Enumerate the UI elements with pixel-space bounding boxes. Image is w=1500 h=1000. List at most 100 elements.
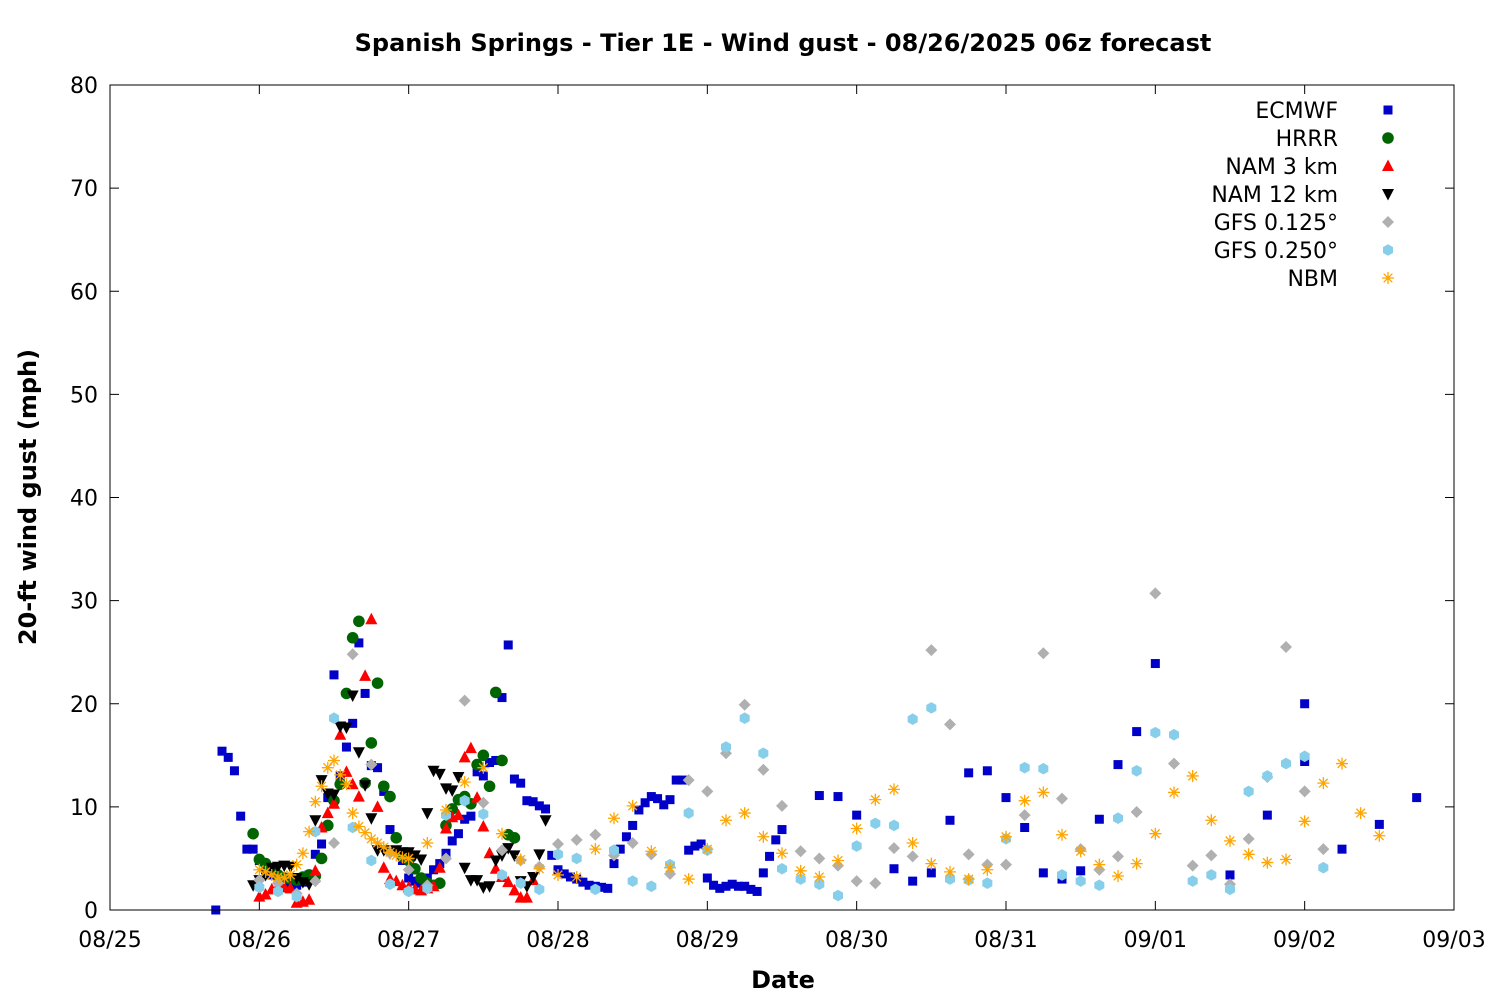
data-point — [303, 825, 316, 838]
data-point — [945, 815, 955, 825]
data-point — [315, 852, 328, 865]
data-point — [1000, 830, 1012, 843]
data-point — [1038, 762, 1049, 775]
data-point — [1112, 812, 1124, 825]
data-point — [776, 799, 788, 812]
data-point — [259, 888, 272, 900]
data-point — [309, 864, 322, 876]
data-point — [1280, 641, 1292, 654]
data-point — [813, 871, 826, 883]
legend: ECMWF HRRR NAM 3 km NAM 12 km GFS 0.125° GFS … — [1211, 99, 1394, 292]
data-point — [371, 800, 384, 812]
data-point — [516, 778, 526, 788]
chart-title: Spanish Springs - Tier 1E - Wind gust - … — [355, 29, 1212, 57]
data-point — [571, 852, 582, 865]
data-point — [851, 840, 862, 852]
data-point — [503, 640, 513, 650]
data-point — [458, 776, 471, 789]
data-point — [477, 761, 490, 774]
data-point — [677, 775, 687, 785]
data-point — [1074, 845, 1087, 858]
axes: 0 10 20 30 40 50 60 70 80 08/25 08/26 08/27 08/28 08/… — [70, 74, 1486, 953]
data-point — [533, 862, 546, 875]
data-point — [247, 880, 260, 892]
data-point — [508, 850, 521, 862]
data-point — [1150, 659, 1160, 669]
data-point — [794, 864, 807, 877]
data-point — [813, 852, 826, 865]
data-point — [373, 763, 383, 773]
data-point — [671, 775, 681, 785]
data-point — [371, 677, 384, 689]
data-point — [720, 741, 732, 753]
x-tick-label: 09/03 — [1422, 928, 1485, 953]
data-point — [408, 850, 421, 862]
legend-marker — [1382, 189, 1394, 201]
data-point — [421, 808, 434, 820]
legend-marker — [1382, 132, 1394, 144]
data-point — [1205, 814, 1218, 827]
data-point — [317, 839, 327, 849]
data-point — [1019, 761, 1030, 774]
data-point — [559, 869, 569, 879]
data-point — [447, 836, 457, 846]
data-point — [1242, 832, 1255, 845]
data-point — [906, 850, 919, 863]
data-point — [1112, 869, 1124, 882]
data-point — [1131, 764, 1142, 777]
y-tick-label: 0 — [84, 899, 98, 924]
data-point — [832, 889, 844, 902]
data-point — [1300, 699, 1310, 709]
data-point — [1243, 785, 1254, 798]
data-point — [477, 819, 490, 832]
data-point — [365, 612, 378, 625]
x-tick-label: 08/31 — [974, 928, 1037, 953]
data-point — [1298, 815, 1311, 828]
data-point — [446, 785, 459, 797]
data-point — [1374, 819, 1384, 829]
data-point — [460, 814, 470, 824]
data-point — [962, 873, 975, 886]
data-point — [682, 873, 695, 886]
data-point — [290, 873, 303, 885]
data-point — [365, 758, 378, 771]
data-point — [1130, 806, 1143, 819]
data-point — [229, 766, 239, 776]
data-point — [508, 883, 521, 896]
data-point — [981, 863, 994, 876]
data-point — [502, 843, 515, 855]
data-point — [340, 765, 353, 777]
data-point — [715, 883, 725, 893]
data-point — [321, 806, 334, 819]
data-point — [645, 845, 658, 858]
data-point — [403, 885, 414, 898]
data-point — [433, 768, 446, 781]
data-point — [534, 883, 545, 896]
data-point — [701, 843, 714, 856]
data-point — [870, 817, 881, 830]
data-point — [248, 844, 258, 854]
data-point — [833, 792, 843, 802]
data-point — [458, 694, 471, 707]
legend-marker — [1382, 272, 1394, 284]
data-point — [814, 878, 825, 891]
data-point — [520, 891, 533, 903]
data-point — [1093, 858, 1106, 871]
data-point — [925, 644, 938, 657]
data-point — [664, 861, 676, 874]
data-point — [634, 805, 644, 815]
legend-label: ECMWF — [1255, 99, 1338, 124]
data-point — [832, 854, 844, 867]
data-point — [464, 741, 477, 754]
data-point — [471, 791, 484, 803]
data-point — [795, 873, 806, 885]
data-point — [377, 861, 390, 873]
data-point — [852, 810, 862, 820]
data-point — [427, 765, 440, 778]
data-point — [627, 875, 638, 887]
data-point — [371, 836, 384, 849]
data-point — [962, 848, 975, 861]
data-point — [348, 718, 358, 728]
data-point — [290, 858, 303, 871]
data-point — [982, 766, 992, 776]
